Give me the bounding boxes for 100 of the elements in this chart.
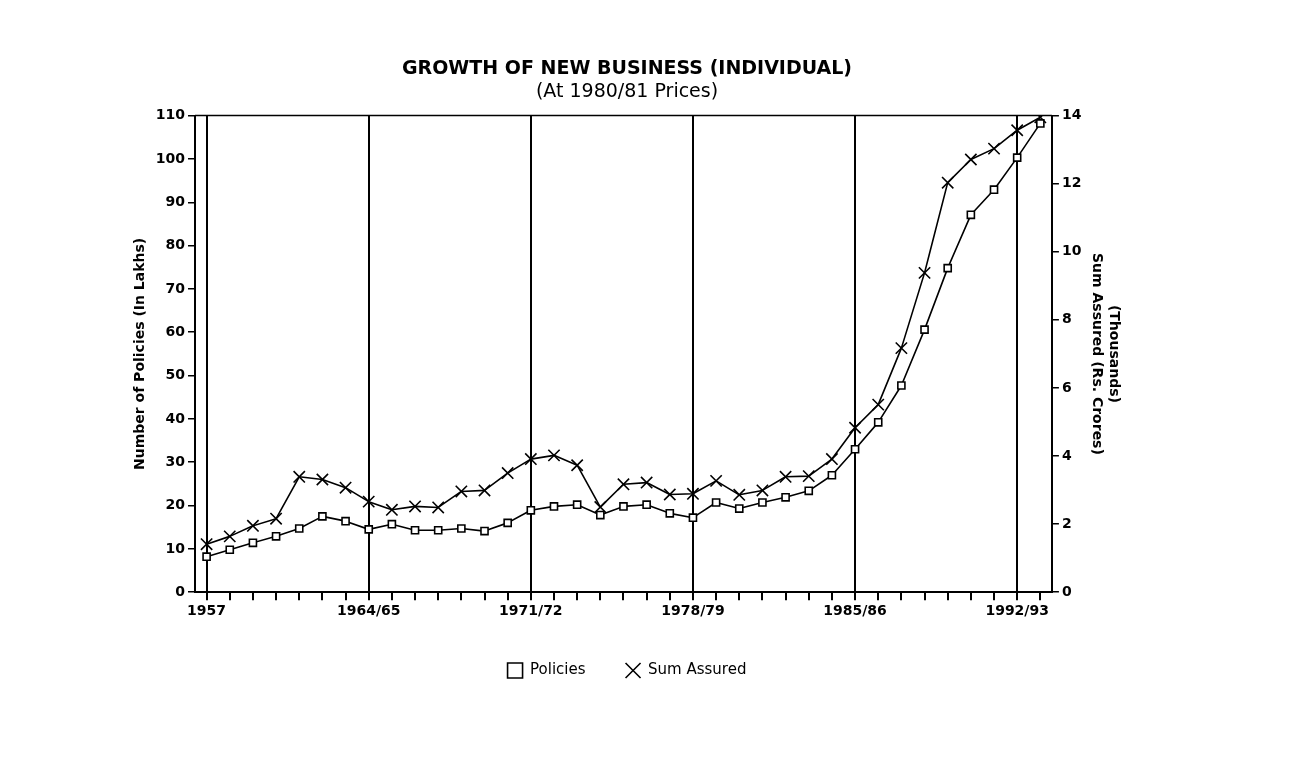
point <box>362 495 376 509</box>
point <box>640 476 654 490</box>
point <box>918 266 931 280</box>
point <box>570 458 584 472</box>
y-tick-label: 40 <box>165 409 186 426</box>
point <box>271 531 281 541</box>
point <box>1010 123 1024 137</box>
point <box>526 505 536 515</box>
y-tick-label: 20 <box>165 496 186 513</box>
point <box>758 498 767 507</box>
point <box>454 484 468 498</box>
point <box>408 499 422 513</box>
y2-tick-label: 12 <box>1061 174 1082 191</box>
y-tick-label: 110 <box>155 106 186 123</box>
point <box>503 518 513 528</box>
y-tick-label: 80 <box>165 236 186 253</box>
y2-tick-label: 4 <box>1061 446 1072 463</box>
y2-tick-label: 14 <box>1061 106 1082 123</box>
point <box>248 538 258 548</box>
point <box>688 513 698 523</box>
point <box>711 498 721 507</box>
y-axis-title: Number of Policies (In Lakhs) <box>131 237 148 471</box>
point <box>617 477 630 491</box>
point <box>802 469 816 483</box>
point <box>871 398 885 412</box>
point <box>294 524 304 533</box>
point <box>734 504 744 513</box>
point <box>825 452 839 466</box>
point <box>642 500 651 510</box>
point <box>547 448 561 462</box>
y2-tick-label: 6 <box>1061 378 1072 395</box>
point <box>989 185 999 195</box>
point <box>665 509 675 518</box>
point <box>686 487 700 501</box>
legend-label: Policies <box>530 660 586 679</box>
x-tick-label: 1978/79 <box>661 602 725 619</box>
point <box>457 524 466 533</box>
point <box>225 545 235 555</box>
point <box>755 483 769 497</box>
y-tick-label: 70 <box>165 279 186 296</box>
y2-tick-label: 10 <box>1061 242 1082 259</box>
y2-tick-label: 0 <box>1061 582 1072 599</box>
y-tick-label: 50 <box>165 366 186 383</box>
point <box>619 502 628 511</box>
point <box>732 488 746 502</box>
x-tick-label: 1992/93 <box>985 602 1049 619</box>
point <box>804 486 814 496</box>
point <box>387 519 397 529</box>
point <box>315 473 329 486</box>
point <box>341 516 350 526</box>
y-tick-label: 10 <box>165 539 186 556</box>
point <box>202 552 211 562</box>
y2-tick-label: 2 <box>1061 514 1072 531</box>
point <box>385 503 399 517</box>
point <box>943 263 953 273</box>
point <box>1012 153 1022 162</box>
point <box>524 452 538 466</box>
point <box>779 470 793 484</box>
y-tick-label: 100 <box>155 149 186 166</box>
point <box>873 418 883 427</box>
point <box>827 470 837 480</box>
point <box>593 500 607 514</box>
y2-tick-label: 8 <box>1061 310 1072 327</box>
legend-label: Sum Assured <box>648 660 747 679</box>
x-tick-label: 1964/65 <box>336 602 401 619</box>
x-tick-label: 1985/86 <box>823 602 887 619</box>
point <box>246 519 260 533</box>
point <box>920 325 929 334</box>
y-tick-label: 60 <box>165 322 186 339</box>
point <box>200 537 214 551</box>
point <box>964 153 978 166</box>
y-tick-label: 30 <box>165 452 186 469</box>
x-tick-label: 1971/72 <box>499 602 563 619</box>
point <box>318 512 327 521</box>
point <box>431 500 445 514</box>
point <box>848 421 862 435</box>
point <box>1036 119 1045 128</box>
point <box>987 142 1001 156</box>
x-tick-label: 1957 <box>187 602 227 619</box>
point <box>292 470 306 484</box>
point <box>478 483 491 497</box>
point <box>223 529 237 543</box>
chart-subtitle: (At 1980/81 Prices) <box>535 79 719 102</box>
y-tick-label: 0 <box>175 582 186 599</box>
point <box>781 492 790 502</box>
point <box>850 444 860 454</box>
point <box>480 526 489 536</box>
point <box>897 381 906 390</box>
point <box>410 525 420 535</box>
point <box>501 466 515 480</box>
point <box>549 502 559 511</box>
y-tick-label: 90 <box>165 192 186 209</box>
chart-title: GROWTH OF NEW BUSINESS (INDIVIDUAL) <box>401 56 853 79</box>
point <box>966 210 976 220</box>
point <box>941 176 955 190</box>
point <box>269 512 283 526</box>
point <box>433 525 443 535</box>
point <box>339 481 353 495</box>
y2-axis-title: (Thousands) Sum Assured (Rs. Crores) <box>1090 252 1123 455</box>
point <box>364 525 374 534</box>
